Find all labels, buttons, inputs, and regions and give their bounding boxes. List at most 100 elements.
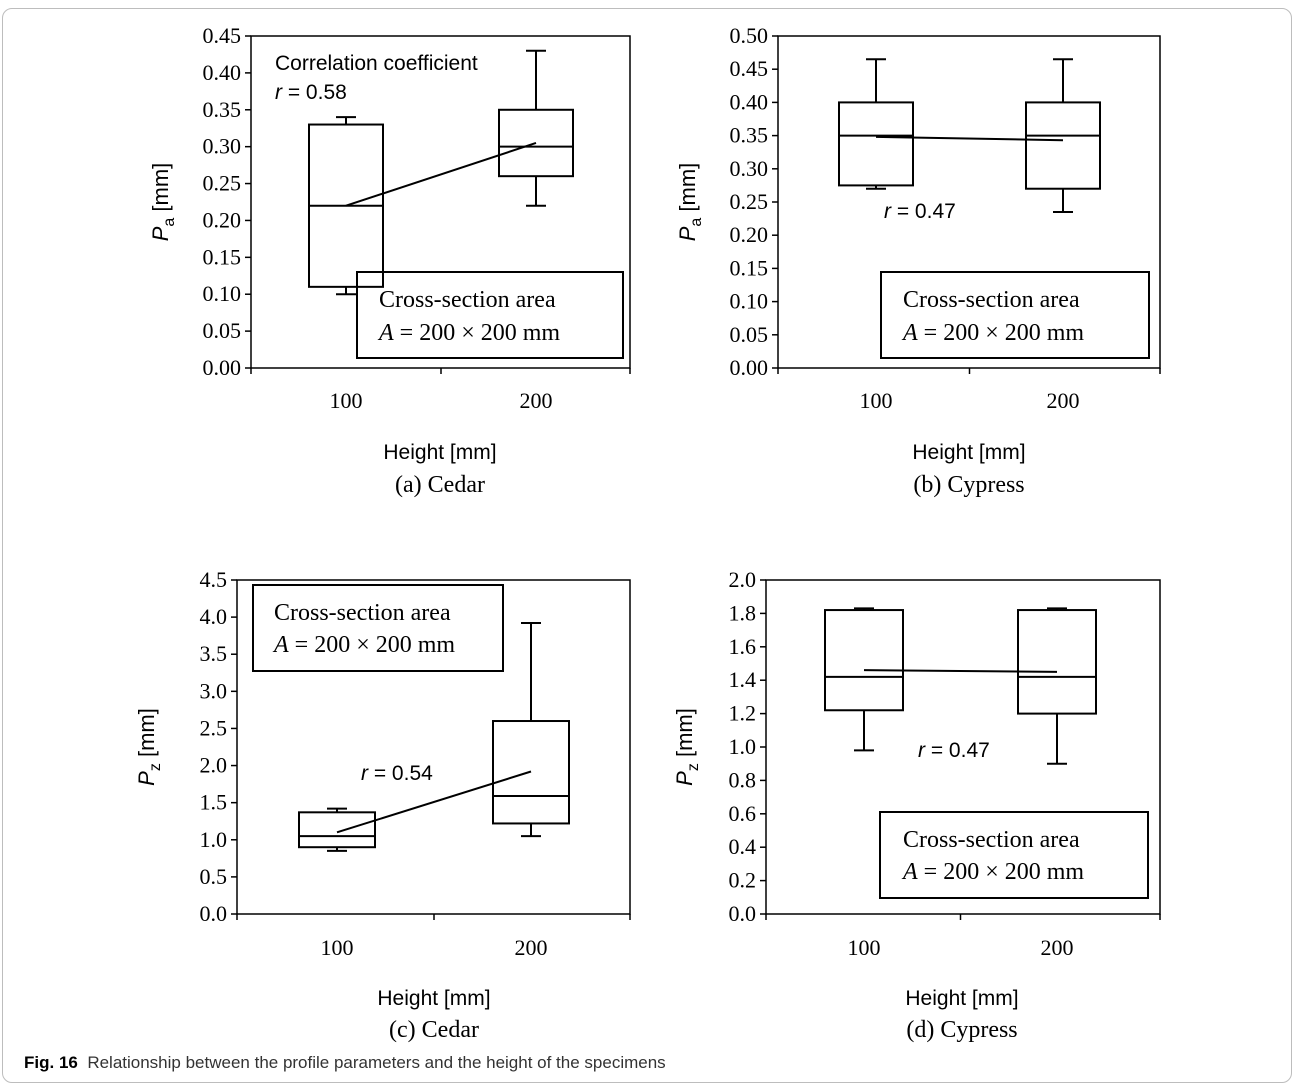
trend-line xyxy=(875,135,1064,142)
correlation-value: r = 0.47 xyxy=(884,200,956,223)
x-tick-label: 100 xyxy=(860,388,893,413)
legend-line-1: Cross-section area xyxy=(379,287,556,313)
figure-caption: Fig. 16 Relationship between the profile… xyxy=(24,1053,666,1073)
y-tick-label: 1.0 xyxy=(200,827,228,852)
box-100 xyxy=(824,607,904,752)
y-axis-label: Pa [mm] xyxy=(148,163,178,242)
box-iqr xyxy=(1017,609,1097,715)
y-tick-label: 1.0 xyxy=(729,734,757,759)
chart-panel-2: 0.00 0.05 0.10 0.15 0.20 0.25 0.30 0.35 0.40 0.45… xyxy=(675,23,1161,498)
x-tick-label: 100 xyxy=(321,935,354,960)
x-axis-label: Height [mm] xyxy=(383,441,496,464)
panel-title: (b) Cypress xyxy=(913,472,1024,498)
y-tick-label: 3.5 xyxy=(200,641,228,666)
y-tick-label: 2.0 xyxy=(729,567,757,592)
legend-box xyxy=(879,811,1149,899)
chart-panel-4: 0.0 0.2 0.4 0.6 0.8 1.0 1.2 1.4 1.6 1.8 2.0 Cross-s… xyxy=(672,567,1161,1043)
y-tick-label: 0.5 xyxy=(200,864,228,889)
y-tick-label: 0.4 xyxy=(729,834,757,859)
x-axis-label: Height [mm] xyxy=(912,441,1025,464)
y-tick-label: 1.2 xyxy=(729,701,757,726)
y-tick-label: 1.6 xyxy=(729,634,757,659)
x-tick-label: 200 xyxy=(1041,935,1074,960)
x-tick-label: 100 xyxy=(330,388,363,413)
legend-line-2: A = 200 × 200 mm xyxy=(377,320,560,346)
y-tick-label: 0.0 xyxy=(200,901,228,926)
y-tick-label: 0.30 xyxy=(203,134,242,159)
chart-panel-1: 0.00 0.05 0.10 0.15 0.20 0.25 0.30 0.35 0.40 0.45… xyxy=(148,23,631,498)
legend-box xyxy=(880,271,1150,359)
y-tick-label: 0.25 xyxy=(730,189,769,214)
y-tick-label: 4.0 xyxy=(200,604,228,629)
caption-text: Relationship between the profile paramet… xyxy=(87,1053,666,1072)
trend-line xyxy=(345,142,537,207)
y-tick-label: 0.15 xyxy=(203,244,242,269)
panel-title: (d) Cypress xyxy=(906,1017,1017,1043)
y-tick-label: 1.4 xyxy=(729,667,757,692)
y-tick-label: 0.35 xyxy=(203,97,242,122)
y-tick-label: 0.45 xyxy=(730,56,769,81)
box-iqr xyxy=(838,101,914,187)
legend-line-1: Cross-section area xyxy=(274,600,451,626)
x-tick-label: 200 xyxy=(1047,388,1080,413)
y-tick-label: 0.05 xyxy=(730,322,769,347)
chart-panel-3: 0.0 0.5 1.0 1.5 2.0 2.5 3.0 3.5 4.0 4.5 Cross-sect… xyxy=(134,567,631,1043)
y-tick-label: 0.50 xyxy=(730,23,769,48)
y-axis-label: Pa [mm] xyxy=(675,163,705,242)
correlation-value: r = 0.47 xyxy=(918,739,990,762)
box-100 xyxy=(308,116,384,296)
y-tick-label: 0.00 xyxy=(203,355,242,380)
y-tick-label: 0.05 xyxy=(203,318,242,343)
y-tick-label: 0.8 xyxy=(729,767,757,792)
y-tick-label: 0.6 xyxy=(729,801,757,826)
y-tick-label: 1.8 xyxy=(729,600,757,625)
box-100 xyxy=(298,807,376,852)
box-200 xyxy=(1025,58,1101,213)
y-tick-label: 0.10 xyxy=(203,281,242,306)
y-tick-label: 0.20 xyxy=(203,207,242,232)
legend-box xyxy=(356,271,624,359)
box-200 xyxy=(492,622,570,838)
y-tick-label: 2.5 xyxy=(200,715,228,740)
box-200 xyxy=(1017,607,1097,765)
x-axis-label: Height [mm] xyxy=(377,987,490,1010)
box-200 xyxy=(498,49,574,207)
x-axis-label: Height [mm] xyxy=(905,987,1018,1010)
legend-box xyxy=(252,584,504,672)
legend-line-2: A = 200 × 200 mm xyxy=(901,859,1084,885)
y-tick-label: 0.25 xyxy=(203,171,242,196)
y-tick-label: 0.20 xyxy=(730,222,769,247)
x-tick-label: 200 xyxy=(515,935,548,960)
legend-line-2: A = 200 × 200 mm xyxy=(901,320,1084,346)
figure-frame xyxy=(2,8,1292,1083)
legend-line-1: Cross-section area xyxy=(903,287,1080,313)
y-axis-label: Pz [mm] xyxy=(672,708,702,786)
trend-line xyxy=(336,770,532,834)
y-tick-label: 0.30 xyxy=(730,156,769,181)
box-100 xyxy=(838,58,914,190)
legend-line-2: A = 200 × 200 mm xyxy=(272,632,455,658)
y-tick-label: 1.5 xyxy=(200,790,228,815)
box-iqr xyxy=(498,108,574,178)
y-tick-label: 0.2 xyxy=(729,868,757,893)
panel-title: (a) Cedar xyxy=(395,472,485,498)
y-tick-label: 0.10 xyxy=(730,289,769,314)
x-tick-label: 100 xyxy=(848,935,881,960)
y-tick-label: 4.5 xyxy=(200,567,228,592)
correlation-value: r = 0.54 xyxy=(361,762,433,785)
y-tick-label: 0.40 xyxy=(730,89,769,114)
legend-line-1: Cross-section area xyxy=(903,827,1080,853)
box-iqr xyxy=(824,609,904,712)
caption-label: Fig. 16 xyxy=(24,1053,78,1072)
panel-title: (c) Cedar xyxy=(389,1017,479,1043)
y-tick-label: 0.0 xyxy=(729,901,757,926)
x-tick-label: 200 xyxy=(520,388,553,413)
y-tick-label: 0.40 xyxy=(203,60,242,85)
correlation-heading: Correlation coefficient xyxy=(275,52,478,75)
y-tick-label: 0.35 xyxy=(730,123,769,148)
correlation-value: r = 0.58 xyxy=(275,81,347,104)
trend-line xyxy=(863,669,1058,673)
box-iqr xyxy=(492,720,570,825)
y-tick-label: 0.00 xyxy=(730,355,769,380)
